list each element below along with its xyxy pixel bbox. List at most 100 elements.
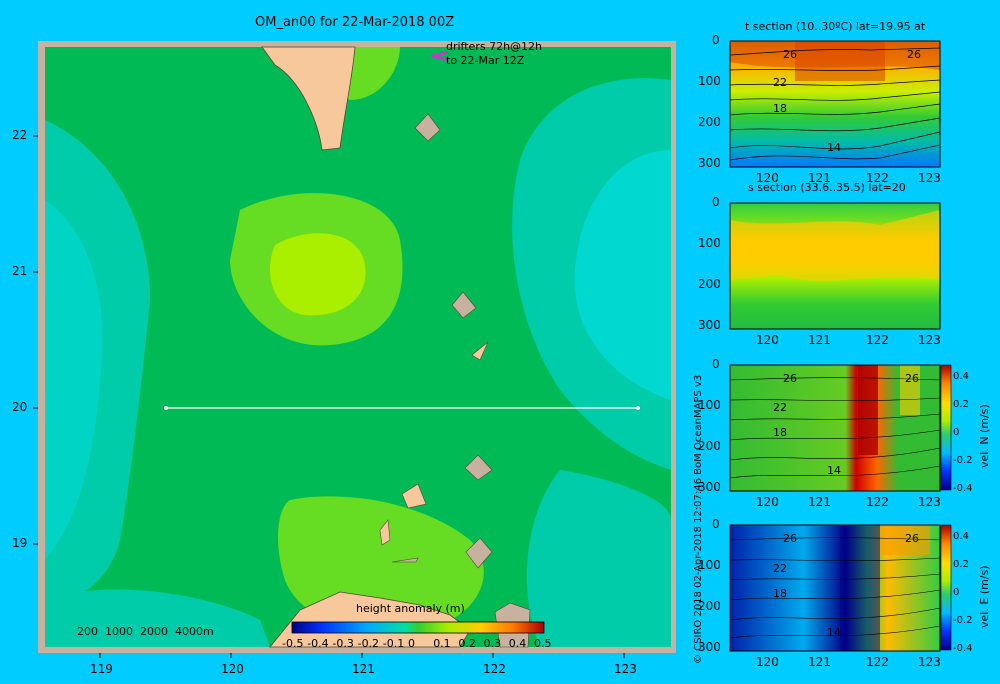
land-island-6 [465, 537, 493, 569]
veln-y-tick-0: 0 [712, 357, 720, 371]
colorbar-tick-3: -0.2 [357, 637, 380, 650]
colorbar-tick-4: -0.1 [382, 637, 405, 650]
veln-colorbar [940, 364, 952, 491]
land-island-4 [464, 454, 493, 481]
veln-contour-14: 14 [827, 464, 841, 477]
drifter-note-line1: drifters 72h@12h [446, 40, 543, 53]
colorbar-tick-8: 0.3 [483, 637, 502, 650]
vele-y-tick-200: 200 [698, 599, 721, 613]
veln-contour-22: 22 [773, 401, 787, 414]
veln-colorbar-tick-0: 0.4 [953, 371, 969, 382]
vele-x-tick-123: 123 [918, 655, 941, 669]
vele-y-tick-300: 300 [698, 640, 721, 654]
vele-x-tick-122: 122 [866, 655, 889, 669]
temp-y-tick-300: 300 [698, 156, 721, 170]
temp-y-tick-200: 200 [698, 115, 721, 129]
section-end-marker [636, 406, 640, 410]
salt-y-tick-200: 200 [698, 277, 721, 291]
vele-contour-18: 18 [773, 587, 787, 600]
temp-x-tick-121: 121 [808, 171, 831, 185]
salt-x-tick-122: 122 [866, 333, 889, 347]
temp-x-tick-123: 123 [918, 171, 941, 185]
vele-colorbar-tick-3: -0.2 [953, 615, 973, 626]
veln-colorbar-tick-4: -0.4 [953, 483, 973, 494]
land-island-1 [414, 113, 441, 142]
colorbar-tick-0: -0.5 [282, 637, 304, 650]
vele-contour-26-left: 26 [783, 532, 797, 545]
vele-colorbar-label: vel. E (m/s) [978, 565, 991, 628]
map-panel [38, 41, 676, 653]
vele-y-tick-100: 100 [698, 558, 721, 572]
land-taiwan [261, 46, 356, 151]
veln-contour-18: 18 [773, 426, 787, 439]
vele-colorbar-tick-2: 0 [953, 587, 960, 598]
veln-x-tick-120: 120 [756, 495, 779, 509]
veln-colorbar-tick-3: -0.2 [953, 455, 973, 466]
temp-contour-26-right: 26 [907, 48, 921, 61]
colorbar-title: height anomaly (m) [356, 602, 465, 615]
salt-x-tick-123: 123 [918, 333, 941, 347]
vele-y-tick-0: 0 [712, 517, 720, 531]
temp-contour-14: 14 [827, 141, 841, 154]
vele-section-panel [729, 524, 952, 652]
vele-colorbar [940, 524, 952, 651]
colorbar-tick-2: -0.3 [332, 637, 354, 650]
depth-legend: 200 1000 2000 4000m [77, 625, 214, 638]
colorbar-tick-5: 0 [408, 637, 415, 650]
vele-x-tick-120: 120 [756, 655, 779, 669]
veln-x-tick-123: 123 [918, 495, 941, 509]
colorbar-tick-6: 0.1 [433, 637, 451, 650]
salt-panel-title: s section (33.6..35.5) lat=20 [748, 181, 906, 194]
map-axis-ticks [33, 135, 625, 658]
salt-x-tick-121: 121 [808, 333, 831, 347]
map-lower-anomaly-west [45, 200, 103, 560]
veln-colorbar-tick-1: 0.2 [953, 399, 969, 410]
colorbar-tick-7: 0.2 [458, 637, 476, 650]
veln-x-tick-122: 122 [866, 495, 889, 509]
map-y-tick-21: 21 [12, 264, 28, 278]
salt-x-tick-120: 120 [756, 333, 779, 347]
temp-contour-22: 22 [773, 76, 787, 89]
map-y-tick-20: 20 [12, 400, 28, 414]
drifter-arrow-icon [431, 50, 449, 62]
veln-section-panel [729, 364, 952, 492]
salt-y-tick-100: 100 [698, 236, 721, 250]
temp-x-tick-122: 122 [866, 171, 889, 185]
map-y-tick-19: 19 [12, 536, 28, 550]
temp-contour-26-left: 26 [783, 48, 797, 61]
veln-contour-26-right: 26 [905, 372, 919, 385]
veln-y-tick-200: 200 [698, 439, 721, 453]
vele-x-tick-121: 121 [808, 655, 831, 669]
colorbar-tick-9: 0.4 [508, 637, 527, 650]
temp-contour-18: 18 [773, 102, 787, 115]
veln-colorbar-tick-2: 0 [953, 427, 960, 438]
salt-section-panel [729, 202, 941, 330]
map-x-tick-123: 123 [614, 662, 637, 676]
temp-section-panel [729, 40, 941, 168]
vele-contour-22: 22 [773, 562, 787, 575]
temp-y-tick-0: 0 [712, 33, 720, 47]
map-title: OM_an00 for 22-Mar-2018 00Z [255, 15, 455, 30]
land-island-7 [379, 519, 391, 546]
vele-colorbar-tick-1: 0.2 [953, 559, 969, 570]
map-x-tick-119: 119 [90, 662, 113, 676]
veln-y-tick-100: 100 [698, 398, 721, 412]
credit-text: © CSIRO 2018 02-Apr-2018 12:07:46 BoM Oc… [693, 374, 704, 664]
veln-y-tick-300: 300 [698, 480, 721, 494]
map-x-tick-121: 121 [352, 662, 375, 676]
colorbar-tick-1: -0.4 [307, 637, 329, 650]
section-start-marker [164, 406, 168, 410]
land-island-8 [391, 557, 419, 563]
map-x-tick-122: 122 [483, 662, 506, 676]
drifter-note-line2: to 22-Mar 12Z [446, 54, 525, 67]
temp-panel-title: t section (10..30ºC) lat=19.95 at [745, 20, 926, 33]
vele-colorbar-tick-0: 0.4 [953, 531, 969, 542]
veln-contour-26-left: 26 [783, 372, 797, 385]
salt-y-tick-0: 0 [712, 195, 720, 209]
land-island-3 [471, 341, 489, 361]
height-anomaly-colorbar [291, 621, 545, 634]
veln-x-tick-121: 121 [808, 495, 831, 509]
vele-colorbar-tick-4: -0.4 [953, 643, 973, 654]
land-island-5 [401, 483, 427, 509]
map-lower-anomaly-east [574, 150, 671, 400]
